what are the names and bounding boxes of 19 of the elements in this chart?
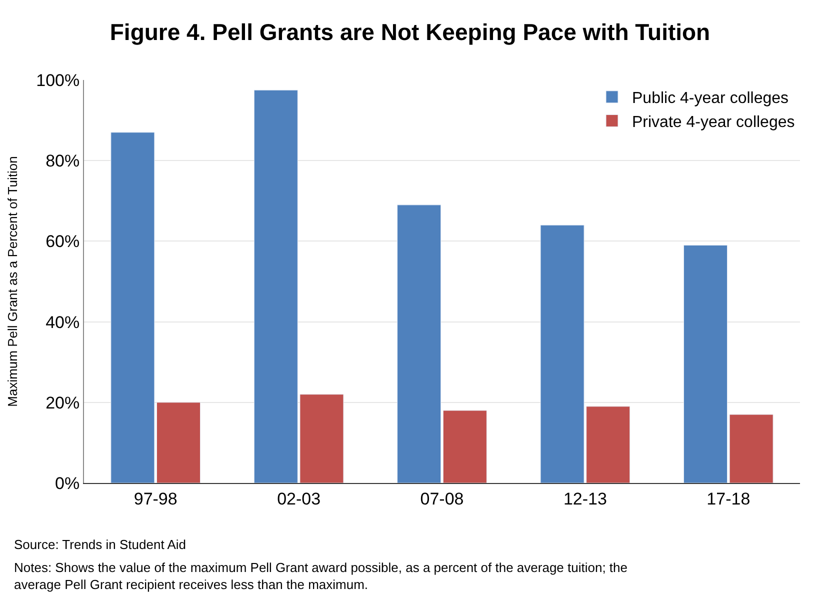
y-tick-label: 60% (46, 232, 80, 252)
y-tick-label: 40% (46, 312, 80, 332)
bar (397, 204, 442, 483)
x-tick-label: 12-13 (563, 489, 607, 508)
x-tick-label: 17-18 (706, 489, 750, 508)
legend-label: Public 4-year colleges (632, 90, 789, 108)
y-tick-label: 100% (36, 70, 80, 90)
source-note: Source: Trends in Student Aid (14, 537, 186, 552)
y-tick-label: 20% (46, 393, 80, 412)
y-tick-label: 80% (46, 152, 80, 171)
x-tick-label: 02-03 (277, 489, 321, 508)
chart-title: Figure 4. Pell Grants are Not Keeping Pace with Tuition (110, 19, 710, 46)
text: Notes: Shows the value of the maximum Pell Grant award possible, as a percent of the average tuition; the average Pell Grant recipient receives less than the maximum. (14, 560, 628, 592)
y-axis-title: Maximum Pell Grant as a Percent of Tuition (5, 156, 20, 407)
x-tick-label: 97-98 (134, 489, 178, 508)
legend-label: Private 4-year colleges (632, 114, 795, 131)
y-tick-label: 0% (55, 474, 80, 493)
x-tick-label: 07-08 (420, 489, 464, 508)
bar (442, 410, 487, 483)
